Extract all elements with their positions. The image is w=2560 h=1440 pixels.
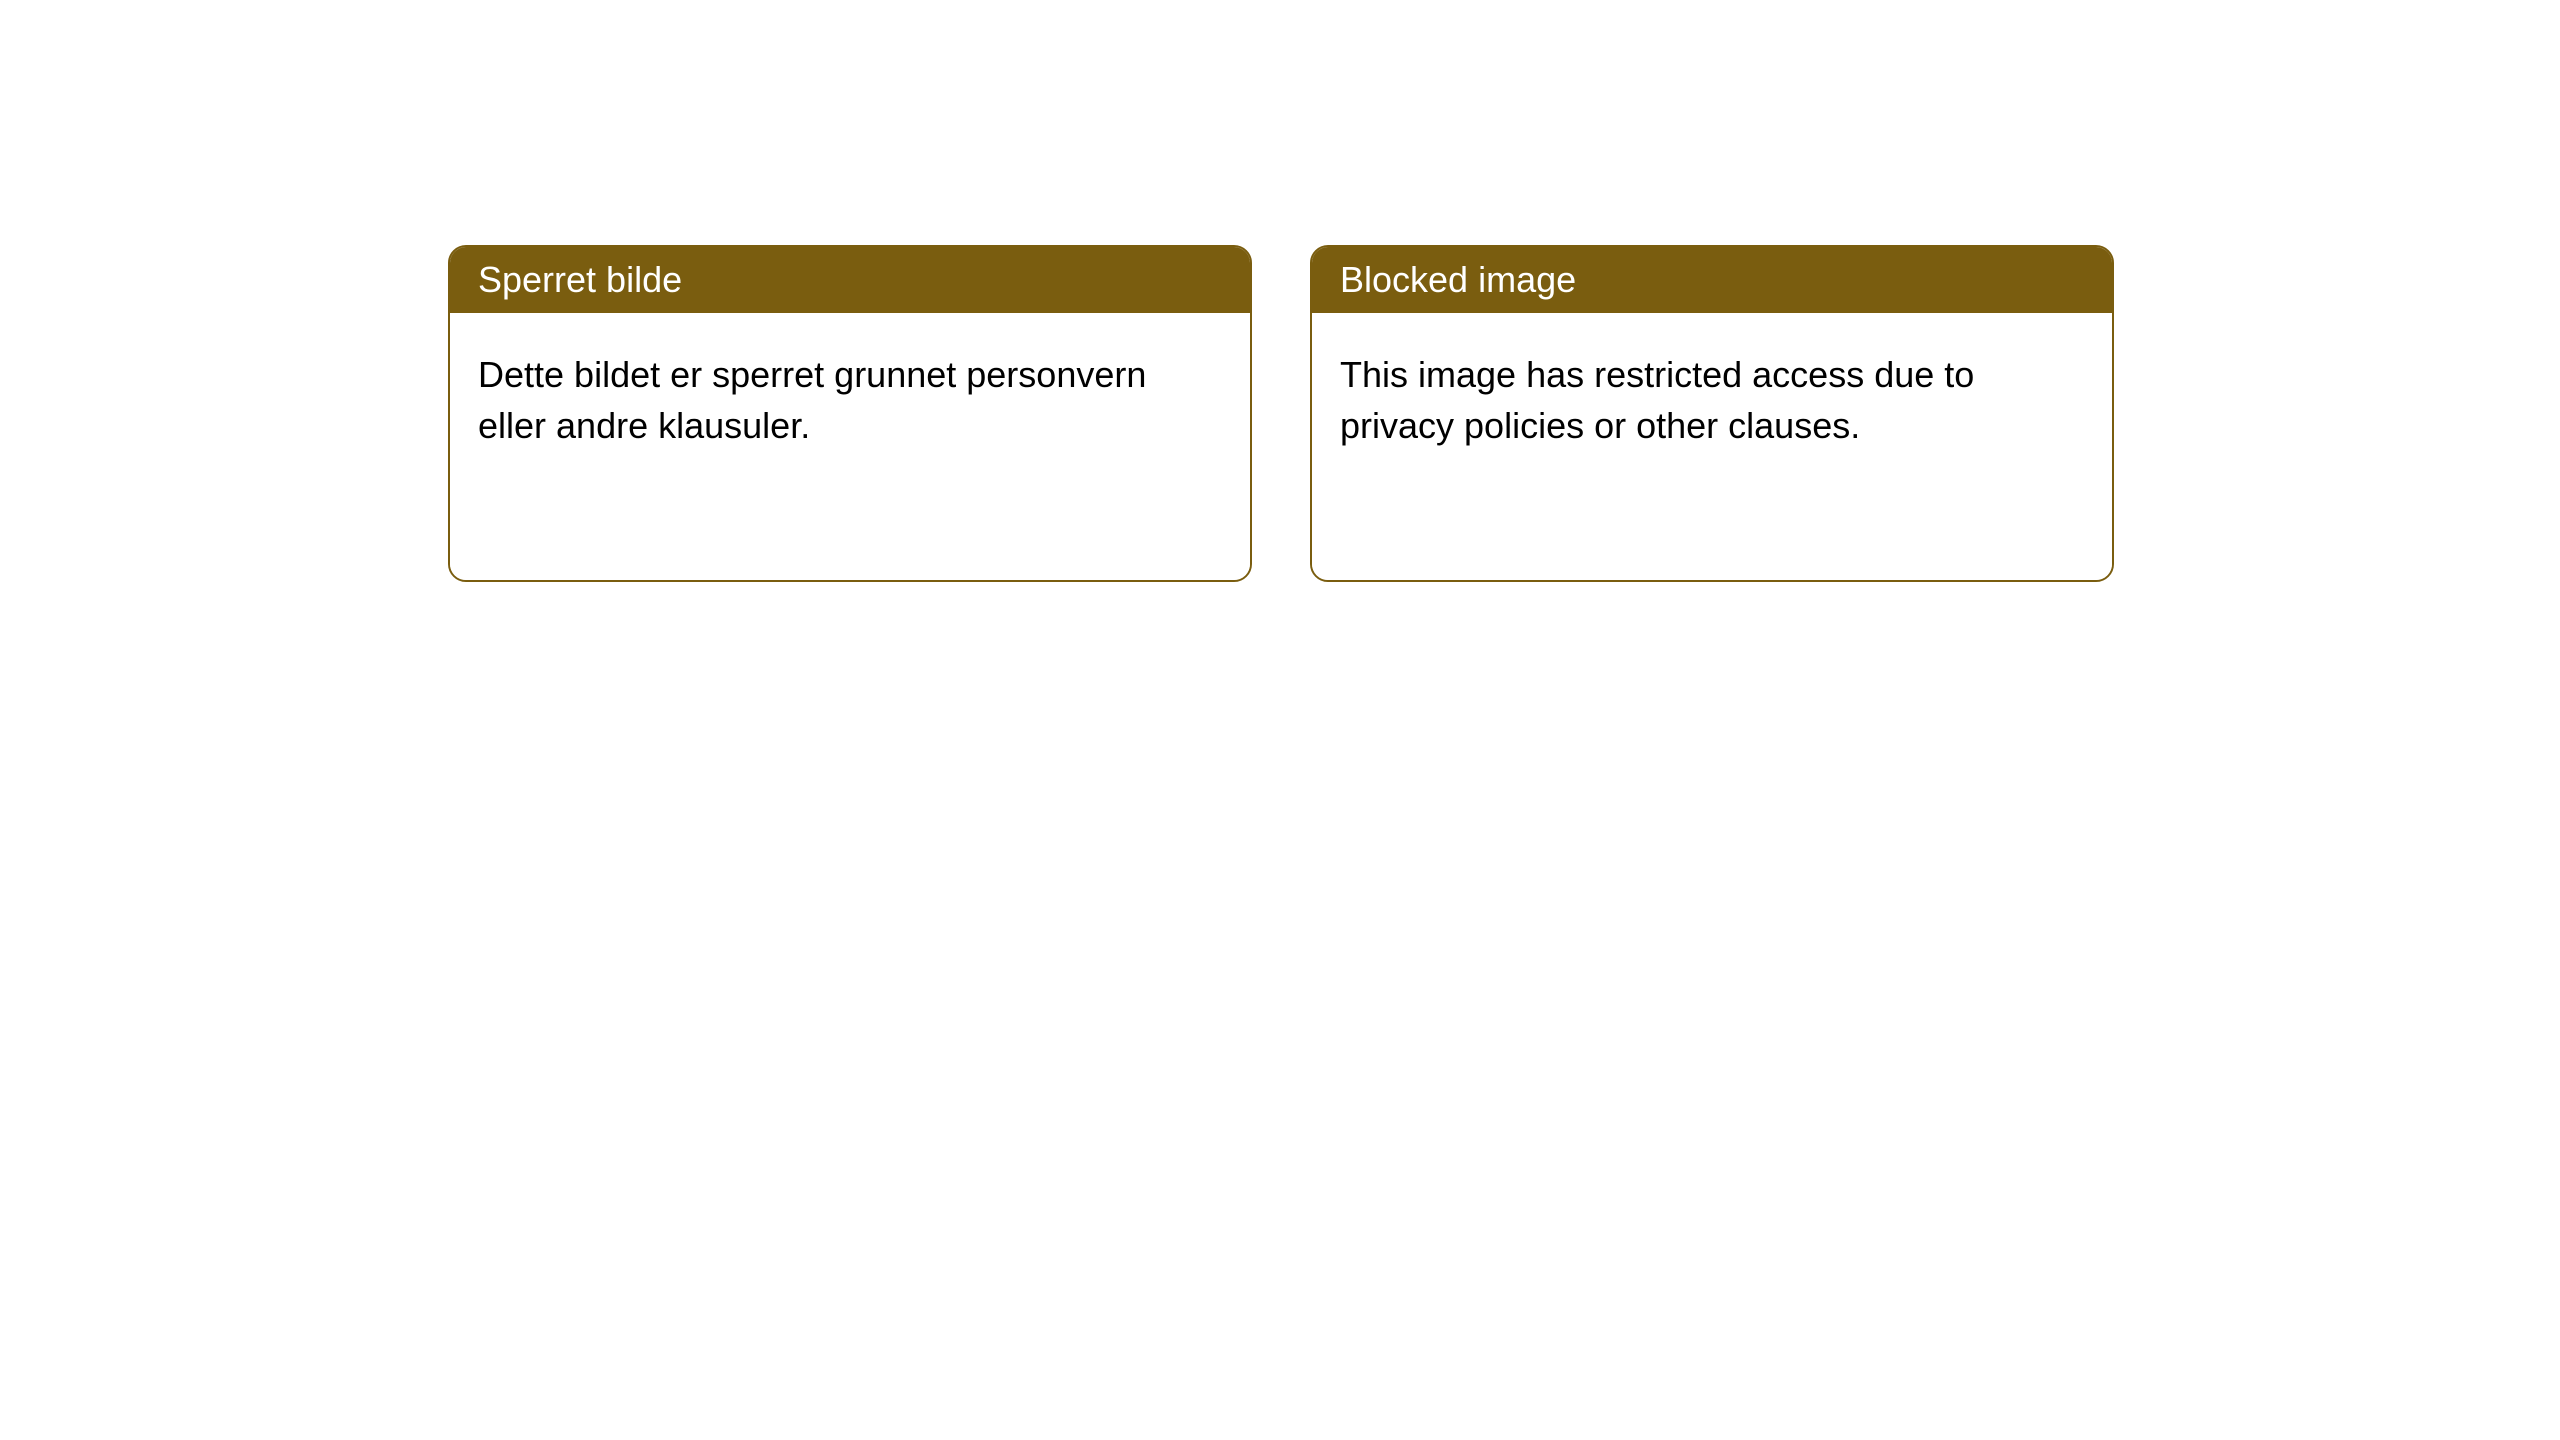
card-body-text: Dette bildet er sperret grunnet personve… xyxy=(478,354,1146,446)
card-body: This image has restricted access due to … xyxy=(1312,313,2112,580)
card-body: Dette bildet er sperret grunnet personve… xyxy=(450,313,1250,580)
cards-container: Sperret bilde Dette bildet er sperret gr… xyxy=(448,245,2560,582)
card-title: Blocked image xyxy=(1340,259,1576,300)
card-title: Sperret bilde xyxy=(478,259,682,300)
card-english: Blocked image This image has restricted … xyxy=(1310,245,2114,582)
card-body-text: This image has restricted access due to … xyxy=(1340,354,1974,446)
card-norwegian: Sperret bilde Dette bildet er sperret gr… xyxy=(448,245,1252,582)
card-header: Blocked image xyxy=(1312,247,2112,313)
card-header: Sperret bilde xyxy=(450,247,1250,313)
